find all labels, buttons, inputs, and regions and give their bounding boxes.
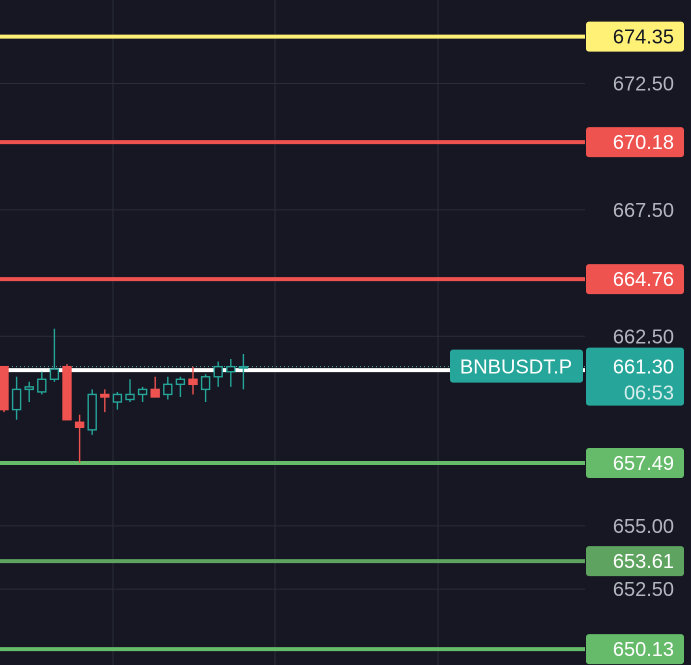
- last-price-badge[interactable]: 661.30 06:53: [586, 347, 684, 406]
- candle[interactable]: [175, 376, 186, 397]
- candle-body: [226, 365, 236, 373]
- candle[interactable]: [112, 391, 123, 410]
- candle[interactable]: [238, 353, 249, 390]
- candle[interactable]: [62, 364, 72, 421]
- candle[interactable]: [74, 414, 85, 463]
- price-level-label: 670.18: [613, 132, 674, 154]
- price-level-badge[interactable]: 650.13: [586, 634, 684, 665]
- candle-body: [24, 386, 34, 391]
- candle[interactable]: [213, 361, 223, 387]
- candle[interactable]: [49, 328, 60, 382]
- candle-body: [37, 378, 47, 393]
- candle[interactable]: [37, 371, 47, 395]
- candle[interactable]: [188, 366, 198, 395]
- candle-body: [188, 378, 198, 386]
- candle[interactable]: [24, 381, 34, 403]
- candle[interactable]: [87, 389, 97, 435]
- last-price-badge-bg: [586, 347, 684, 406]
- price-level-label: 674.35: [613, 27, 674, 49]
- candle-body: [74, 421, 85, 429]
- candle-body: [112, 393, 123, 403]
- price-level-badge-bg: [586, 21, 684, 52]
- candle-body: [11, 388, 22, 411]
- chart-grid: [0, 0, 585, 665]
- price-level-label: 653.61: [613, 551, 674, 573]
- last-price-label: 661.30: [613, 357, 674, 379]
- candle-body: [137, 388, 148, 396]
- candle-body: [100, 393, 110, 398]
- price-level-badge-bg: [586, 634, 684, 665]
- candle-body: [213, 365, 223, 378]
- symbol-badge-bg: [450, 349, 583, 383]
- price-axis-tick-label: 662.50: [613, 326, 674, 348]
- price-axis-tick-label: 652.50: [613, 579, 674, 601]
- candle[interactable]: [125, 379, 135, 403]
- candle[interactable]: [200, 374, 211, 403]
- price-level-badge-bg: [586, 127, 684, 158]
- price-level-badge[interactable]: 657.49: [586, 447, 684, 478]
- price-level-badge[interactable]: 653.61: [586, 546, 684, 577]
- candlestick-series: [0, 328, 249, 463]
- price-level-badge[interactable]: 670.18: [586, 127, 684, 158]
- price-level-label: 664.76: [613, 269, 674, 291]
- candle-body: [49, 368, 60, 380]
- price-level-badge[interactable]: 674.35: [586, 21, 684, 52]
- candle-body: [163, 383, 173, 396]
- price-axis-tick-label: 655.00: [613, 516, 674, 538]
- candle[interactable]: [163, 376, 173, 400]
- price-axis: 672.50 667.50 662.50 655.00 652.50: [613, 73, 674, 601]
- price-level-label: 657.49: [613, 453, 674, 475]
- price-level-badge-bg: [586, 546, 684, 577]
- candle-body: [200, 376, 211, 391]
- price-level-lines: [0, 34, 585, 652]
- candle[interactable]: [11, 376, 22, 420]
- candle-body: [150, 388, 160, 398]
- candle-body: [0, 365, 9, 411]
- price-level-badge-bg: [586, 264, 684, 295]
- candle[interactable]: [0, 365, 9, 413]
- price-badges: 674.35670.18664.76661.16657.49653.61650.…: [450, 21, 684, 665]
- candle[interactable]: [100, 389, 110, 413]
- candle-body: [238, 365, 249, 369]
- candle[interactable]: [226, 359, 236, 387]
- symbol-badge[interactable]: BNBUSDT.P: [450, 349, 583, 383]
- candle[interactable]: [150, 376, 160, 398]
- price-axis-tick-label: 672.50: [613, 73, 674, 95]
- candle[interactable]: [137, 386, 148, 403]
- price-axis-tick-label: 667.50: [613, 200, 674, 222]
- candle-body: [175, 378, 186, 386]
- price-level-badge-bg: [586, 447, 684, 478]
- price-level-badge[interactable]: 664.76: [586, 264, 684, 295]
- countdown-label: 06:53: [624, 383, 674, 405]
- price-level-label: 650.13: [613, 639, 674, 661]
- candle-body: [87, 393, 97, 431]
- candle-body: [125, 393, 135, 401]
- candle-body: [62, 365, 72, 421]
- symbol-label: BNBUSDT.P: [460, 357, 572, 379]
